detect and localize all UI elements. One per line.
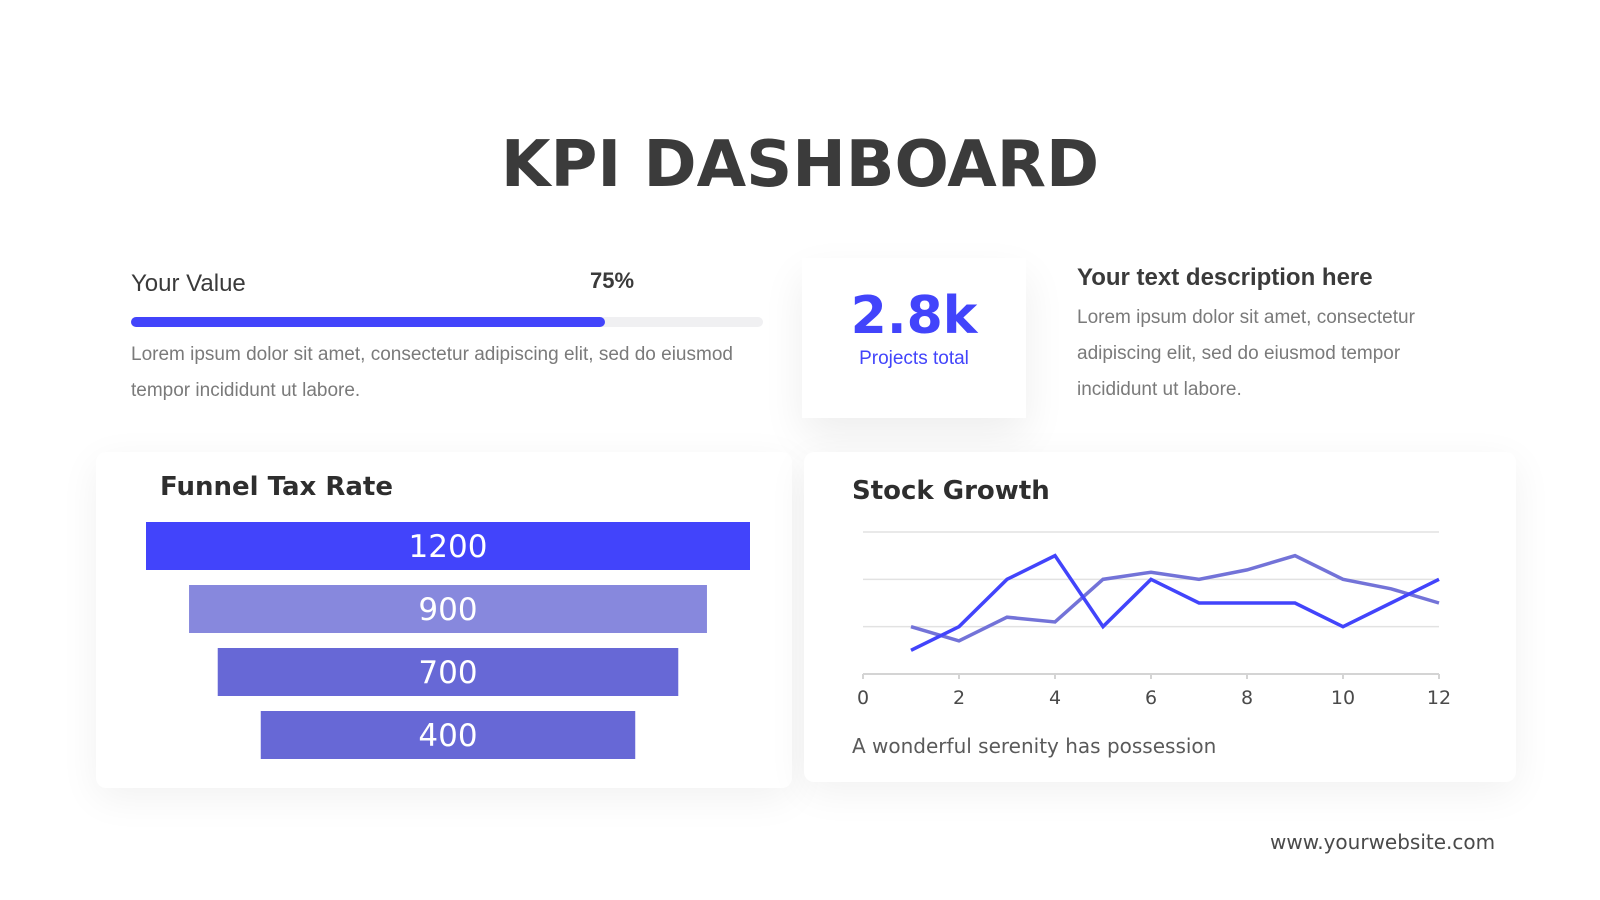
x-tick-label: 0 [857, 687, 869, 709]
x-tick-label: 2 [953, 687, 965, 709]
x-tick-label: 6 [1145, 687, 1157, 709]
stock-card: Stock Growth 0 2 4 6 8 10 12 A wonderful seren… [804, 452, 1516, 782]
x-tick-label: 12 [1427, 687, 1451, 709]
description-heading: Your text description here [1077, 264, 1373, 291]
projects-stat-card: 2.8k Projects total [802, 258, 1026, 418]
series-line-2 [910, 553, 1440, 643]
footer-url: www.yourwebsite.com [1270, 830, 1496, 854]
funnel-bar [189, 585, 707, 633]
x-tick-label: 8 [1241, 687, 1253, 709]
funnel-bar [260, 711, 636, 759]
x-tick-label: 10 [1331, 687, 1355, 709]
funnel-card: Funnel Tax Rate 1200 900 700 400 [96, 452, 792, 788]
progress-bar [131, 317, 763, 327]
x-tick-label: 4 [1049, 687, 1061, 709]
funnel-bar-label: 1200 [409, 529, 488, 565]
stock-caption: A wonderful serenity has possession [852, 734, 1217, 758]
page-title: KPI DASHBOARD [500, 128, 1100, 202]
stock-line-chart: 0 2 4 6 8 10 12 [857, 531, 1451, 709]
funnel-chart: 1200 900 700 400 [146, 522, 750, 759]
funnel-bar-label: 700 [418, 655, 477, 691]
progress-percent: 75% [590, 268, 635, 293]
description-body: Lorem ipsum dolor sit amet, consectetur … [1077, 307, 1415, 400]
funnel-bar [146, 522, 750, 570]
stock-title: Stock Growth [852, 476, 1050, 506]
progress-description: Lorem ipsum dolor sit amet, consectetur … [131, 344, 733, 401]
funnel-title: Funnel Tax Rate [160, 472, 393, 502]
funnel-bar-label: 900 [418, 592, 477, 628]
funnel-bar [217, 648, 679, 696]
progress-label: Your Value [131, 270, 246, 297]
stat-value: 2.8k [850, 286, 978, 346]
stat-label: Projects total [859, 348, 969, 369]
series-line-1 [910, 553, 1440, 652]
funnel-bar-label: 400 [418, 718, 477, 754]
progress-bar-fill [131, 317, 605, 327]
